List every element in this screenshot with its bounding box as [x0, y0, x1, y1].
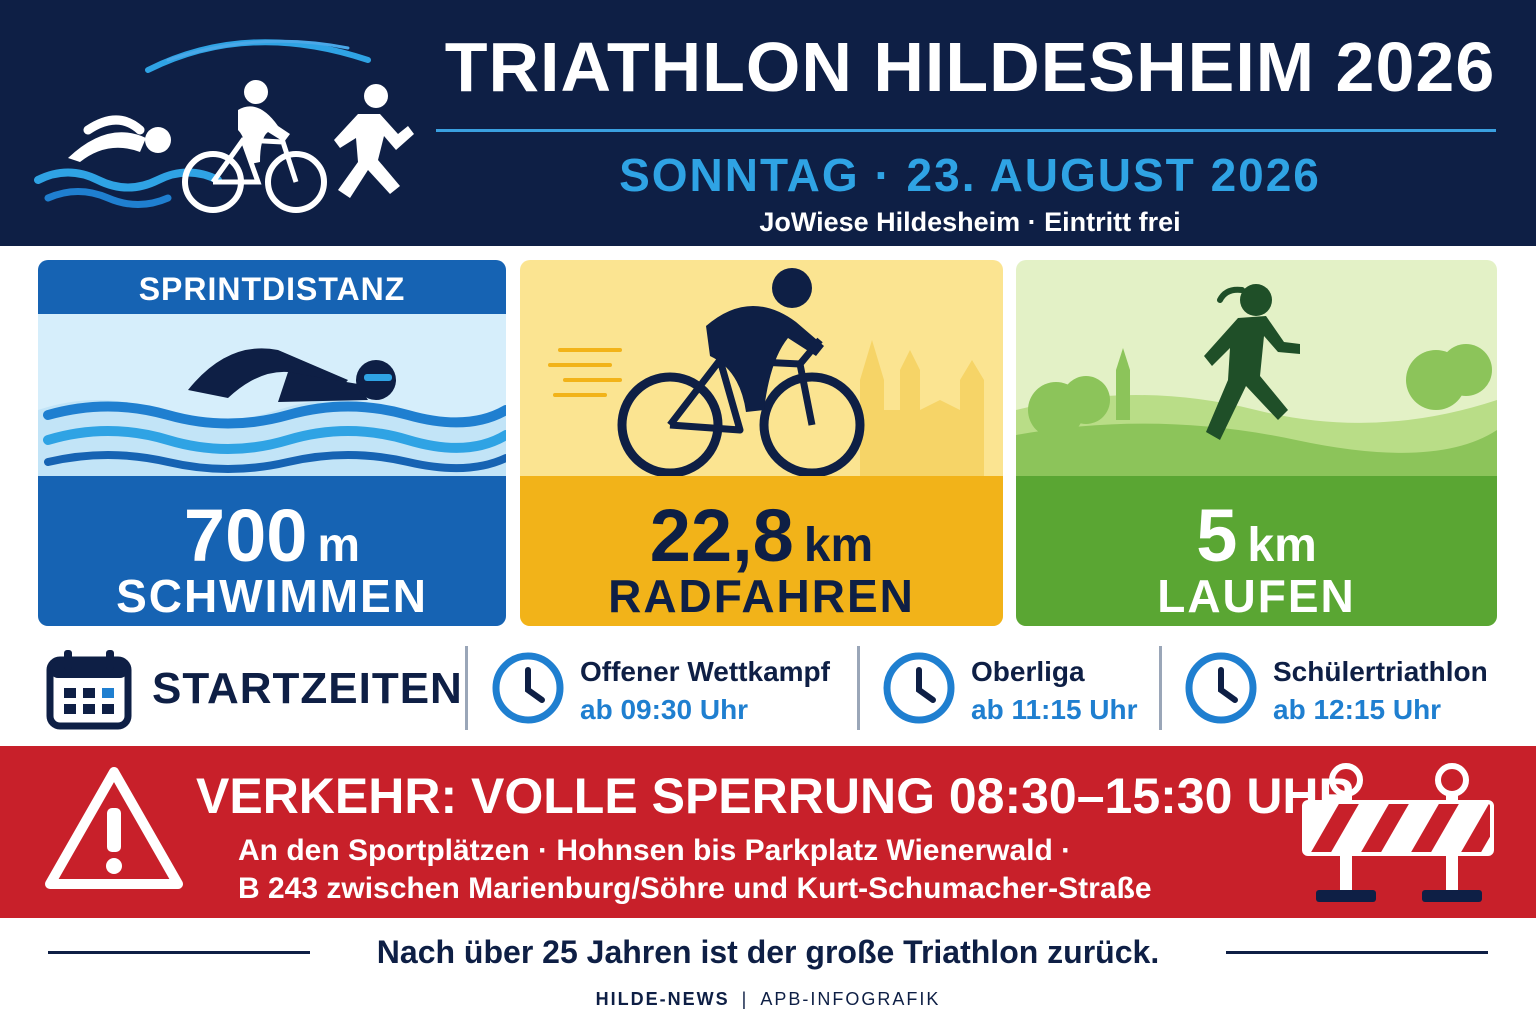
bike-label: RADFAHREN [608, 570, 915, 622]
road-barrier-icon [1302, 763, 1494, 902]
clock-icon [1185, 652, 1257, 724]
clock-icon [883, 652, 955, 724]
discipline-card-bike: 22,8 km RADFAHREN [520, 260, 1003, 626]
run-distance-unit: km [1247, 519, 1317, 572]
closure-streets-line: B 243 zwischen Marienburg/Söhre und Kurt… [238, 872, 1152, 905]
divider [857, 646, 860, 730]
warning-icon [45, 767, 183, 889]
distance-category-label: SPRINTDISTANZ [38, 260, 506, 314]
start-slot-time: ab 12:15 Uhr [1273, 694, 1442, 725]
bike-distance-value: 22,8 [649, 494, 794, 577]
start-times-bar: STARTZEITEN Offener Wettkampf ab 09:30 U… [0, 640, 1536, 736]
divider [1159, 646, 1162, 730]
bike-distance-panel: 22,8 km RADFAHREN [520, 476, 1003, 626]
bike-distance-unit: km [803, 519, 874, 572]
closure-streets-line: An den Sportplätzen · Hohnsen bis Parkpl… [238, 834, 1072, 867]
divider [465, 646, 468, 730]
credit-line: HILDE-NEWS | APB-INFOGRAFIK [0, 986, 1536, 1012]
page-title: TRIATHLON HILDESHEIM 2026 [444, 28, 1496, 106]
calendar-icon [46, 650, 132, 730]
tagline: Nach über 25 Jahren ist der große Triath… [376, 934, 1160, 970]
clock-icon [492, 652, 564, 724]
start-slot-name: Oberliga [971, 656, 1085, 687]
swim-distance-panel: 700 m SCHWIMMEN [38, 476, 506, 626]
discipline-card-swim: SPRINTDISTANZ 700 m SCHWIMMEN [38, 260, 506, 626]
title-divider [436, 129, 1496, 132]
event-date: SONNTAG · 23. AUGUST 2026 [619, 149, 1321, 201]
footer-divider [48, 951, 310, 954]
run-distance: 5 km [1016, 496, 1497, 597]
credit-source: HILDE-NEWS [595, 989, 730, 1009]
traffic-closure-title: VERKEHR: VOLLE SPERRUNG 08:30–15:30 UHR [196, 768, 1355, 824]
swim-distance-value: 700 [183, 494, 308, 577]
swim-distance: 700 m [38, 496, 506, 597]
traffic-closure-banner: VERKEHR: VOLLE SPERRUNG 08:30–15:30 UHR … [0, 746, 1536, 918]
credit-separator: | [741, 989, 749, 1009]
start-slot-name: Schülertriathlon [1273, 656, 1488, 687]
header-banner: TRIATHLON HILDESHEIM 2026 SONNTAG · 23. … [0, 0, 1536, 246]
start-slot-time: ab 09:30 Uhr [580, 694, 749, 725]
footer-divider [1226, 951, 1488, 954]
swim-distance-unit: m [317, 519, 361, 572]
run-label: LAUFEN [1157, 570, 1356, 622]
start-times-heading: STARTZEITEN [152, 664, 463, 713]
start-slot-time: ab 11:15 Uhr [971, 694, 1138, 725]
triathlon-logo-icon [34, 39, 414, 213]
run-distance-value: 5 [1196, 494, 1238, 577]
event-venue: JoWiese Hildesheim · Eintritt frei [759, 207, 1181, 237]
bike-distance: 22,8 km [520, 496, 1003, 597]
run-distance-panel: 5 km LAUFEN [1016, 476, 1497, 626]
discipline-card-run: 5 km LAUFEN [1016, 260, 1497, 626]
start-slot-name: Offener Wettkampf [580, 656, 830, 687]
credit-type: APB-INFOGRAFIK [760, 989, 941, 1009]
swim-label: SCHWIMMEN [116, 570, 428, 622]
